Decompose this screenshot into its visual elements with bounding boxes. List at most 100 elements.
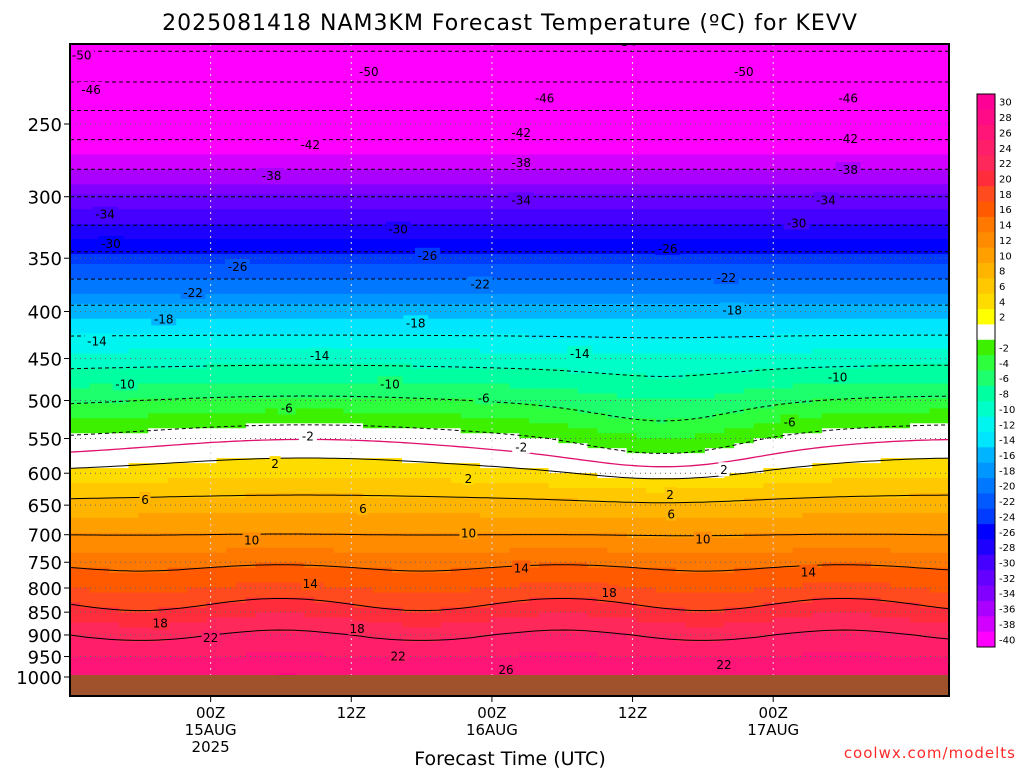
temperature-band-cell (196, 497, 208, 514)
temperature-band-cell (724, 154, 735, 170)
temperature-band-cell (89, 592, 100, 609)
temperature-band-cell (734, 413, 745, 429)
temperature-band-cell (724, 239, 735, 255)
temperature-band-cell (304, 398, 315, 409)
temperature-band-cell (323, 293, 335, 305)
temperature-band-cell (529, 239, 540, 255)
temperature-band-cell (314, 44, 325, 156)
contour-label-text: 14 (303, 577, 318, 591)
temperature-band-cell (275, 383, 286, 399)
temperature-band-cell (236, 239, 247, 255)
temperature-band-cell (489, 383, 501, 404)
temperature-band-cell (372, 169, 384, 185)
temperature-band-cell (236, 224, 247, 240)
temperature-band-cell (714, 209, 725, 225)
temperature-band-cell (675, 224, 686, 240)
temperature-band-cell (128, 572, 139, 594)
temperature-band-cell (568, 169, 579, 185)
temperature-band-cell (773, 184, 784, 195)
temperature-band-cell (714, 592, 725, 614)
temperature-band-cell (392, 333, 403, 350)
temperature-band-cell (460, 592, 472, 609)
temperature-band-cell (626, 209, 638, 225)
temperature-band-cell (519, 388, 530, 404)
temperature-band-cell (79, 254, 91, 265)
temperature-band-cell (226, 458, 237, 479)
temperature-band-cell (538, 194, 550, 210)
temperature-band-cell (597, 209, 608, 225)
temperature-band-cell (109, 418, 120, 434)
temperature-band-cell (939, 398, 949, 409)
temperature-band-cell (148, 348, 159, 370)
temperature-band-cell (392, 363, 403, 385)
temperature-band-cell (70, 44, 81, 156)
temperature-band-cell (109, 224, 120, 240)
temperature-band-cell (206, 184, 218, 195)
contour-label-bg (356, 64, 382, 79)
temperature-band-cell (70, 532, 81, 554)
temperature-band-cell (499, 194, 511, 210)
temperature-band-cell (695, 453, 706, 479)
temperature-band-cell (763, 239, 774, 255)
temperature-band-cell (548, 368, 559, 390)
temperature-band-cell (509, 209, 520, 225)
temperature-band-cell (773, 403, 784, 424)
temperature-band-cell (929, 348, 940, 365)
temperature-band-cell (148, 463, 159, 484)
temperature-band-cell (265, 612, 276, 633)
contour-label-text: 10 (461, 526, 476, 540)
temperature-band-cell (138, 592, 149, 614)
temperature-band-cell (402, 592, 413, 614)
temperature-band-cell (763, 423, 774, 439)
temperature-band-cell (509, 547, 520, 569)
temperature-band-cell (782, 552, 794, 569)
colorbar-swatch (977, 600, 995, 617)
temperature-band-cell (529, 388, 540, 404)
temperature-band-cell (616, 254, 628, 265)
temperature-band-cell (138, 657, 149, 683)
temperature-band-cell (196, 263, 208, 280)
temperature-band-cell (392, 478, 403, 499)
temperature-band-cell (773, 224, 784, 240)
temperature-band-cell (773, 388, 784, 404)
temperature-band-cell (792, 293, 804, 305)
temperature-band-cell (421, 552, 432, 574)
temperature-band-cell (148, 627, 159, 643)
temperature-band-cell (148, 512, 159, 534)
temperature-band-cell (480, 318, 491, 335)
temperature-band-cell (568, 44, 579, 156)
temperature-band-cell (421, 224, 432, 240)
temperature-band-cell (226, 44, 237, 156)
temperature-band-cell (822, 463, 833, 484)
temperature-band-cell (890, 184, 901, 195)
temperature-band-cell (226, 398, 237, 414)
temperature-band-cell (216, 239, 227, 255)
temperature-band-cell (138, 572, 149, 594)
temperature-band-cell (812, 348, 823, 370)
temperature-band-cell (109, 483, 120, 499)
temperature-band-cell (890, 413, 901, 429)
temperature-band-cell (284, 532, 296, 549)
temperature-band-cell (216, 44, 227, 156)
temperature-band-cell (929, 293, 940, 305)
temperature-band-cell (587, 373, 598, 395)
temperature-band-cell (148, 333, 159, 350)
temperature-band-cell (187, 552, 198, 569)
temperature-band-cell (284, 318, 296, 335)
temperature-band-cell (216, 567, 227, 589)
temperature-band-cell (226, 657, 237, 678)
temperature-band-cell (831, 597, 843, 614)
temperature-band-cell (675, 169, 686, 185)
temperature-band-cell (851, 383, 862, 399)
temperature-band-cell (128, 368, 139, 385)
temperature-band-cell (939, 254, 949, 265)
temperature-band-cell (431, 209, 442, 225)
temperature-band-cell (294, 293, 305, 305)
temperature-band-cell (275, 184, 286, 195)
contour-label-bg (600, 584, 619, 599)
temperature-band-cell (294, 562, 305, 584)
temperature-band-cell (323, 239, 335, 255)
temperature-band-cell (792, 657, 804, 678)
temperature-band-cell (275, 333, 286, 350)
temperature-band-cell (685, 224, 696, 240)
